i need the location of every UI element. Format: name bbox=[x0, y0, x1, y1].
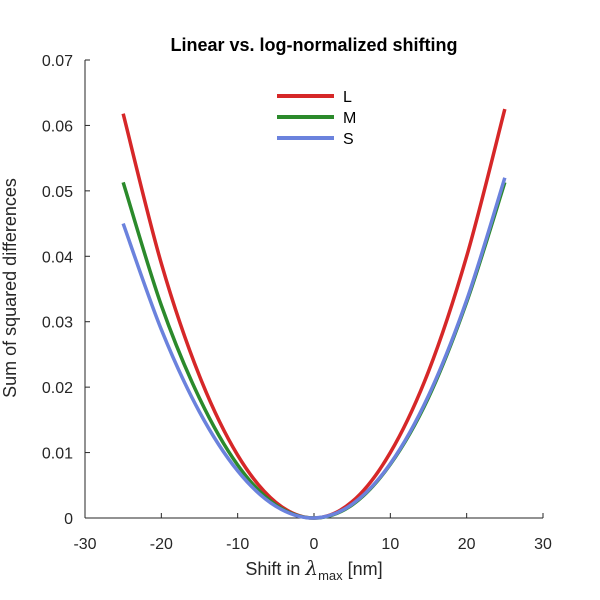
legend: LMS bbox=[277, 89, 356, 148]
y-tick-label: 0.02 bbox=[42, 380, 73, 397]
y-tick-label: 0.04 bbox=[42, 249, 73, 266]
x-tick-label: -10 bbox=[226, 536, 249, 553]
series-line-S bbox=[121, 177, 507, 520]
legend-label-S: S bbox=[343, 131, 354, 148]
y-tick-label: 0.06 bbox=[42, 118, 73, 135]
x-tick-label: 20 bbox=[458, 536, 476, 553]
axes: -30 -20 -10 0 10 20 30 0 0.01 0.02 0.03 0.04 0.05 0.0… bbox=[42, 53, 552, 553]
y-axis-label: Sum of squared differences bbox=[0, 178, 20, 398]
x-tick-label: -20 bbox=[150, 536, 173, 553]
x-tick-label: 0 bbox=[310, 536, 319, 553]
legend-label-M: M bbox=[343, 110, 356, 127]
x-axis-label-symbol: λ bbox=[304, 556, 318, 580]
y-tick-label: 0.07 bbox=[42, 53, 73, 70]
x-axis-label: Shift in λmax [nm] bbox=[245, 556, 382, 583]
x-tick-label: -30 bbox=[73, 536, 96, 553]
y-tick-label: 0.03 bbox=[42, 315, 73, 332]
x-axis-label-subscript: max bbox=[318, 568, 343, 583]
y-tick-label: 0.01 bbox=[42, 446, 73, 463]
x-axis-label-prefix: Shift in bbox=[245, 559, 305, 579]
chart-title: Linear vs. log-normalized shifting bbox=[170, 35, 457, 55]
y-tick-label: 0 bbox=[64, 511, 73, 528]
x-tick-label: 30 bbox=[534, 536, 552, 553]
legend-label-L: L bbox=[343, 89, 352, 106]
series-layer bbox=[121, 108, 507, 520]
x-tick-label: 10 bbox=[381, 536, 399, 553]
series-line-L bbox=[121, 108, 507, 520]
x-axis-label-suffix: [nm] bbox=[343, 559, 383, 579]
y-tick-label: 0.05 bbox=[42, 184, 73, 201]
